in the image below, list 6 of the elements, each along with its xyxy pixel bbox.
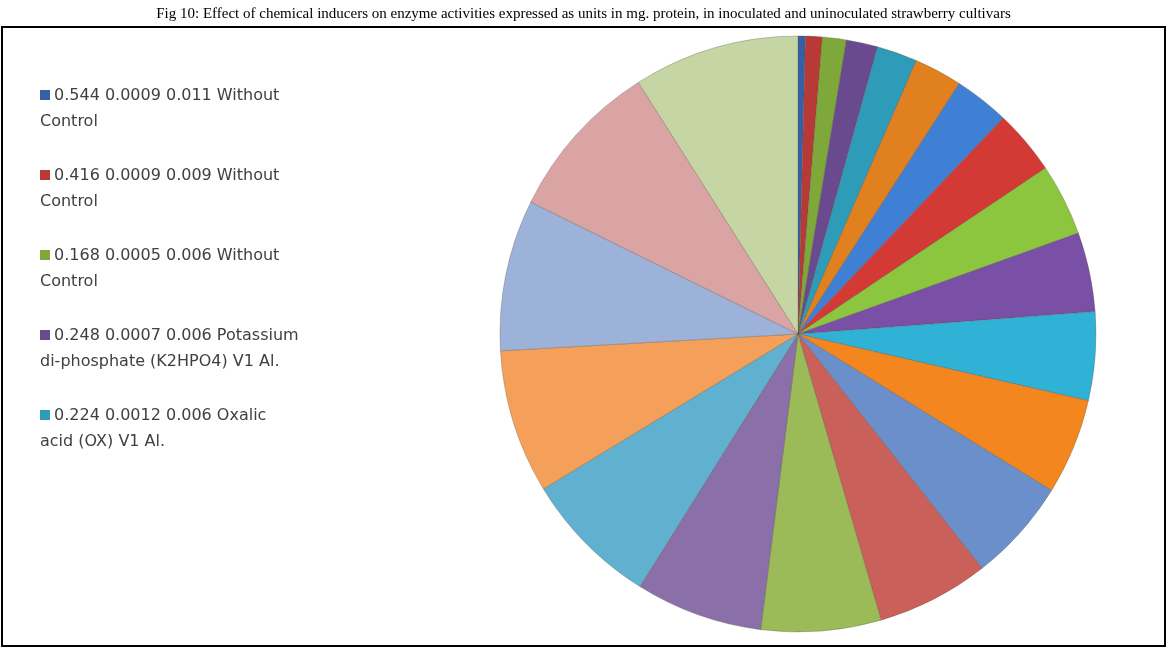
legend-label: 0.248 0.0007 0.006 Potassium di-phosphate (K2HPO4) V1 Al. (40, 325, 299, 370)
chart-title: Fig 10: Effect of chemical inducers on enzyme activities expressed as units in mg. protein, in inoculated and uninoculated strawberry cultivars (156, 5, 1011, 21)
legend-label: 0.544 0.0009 0.011 Without Control (40, 85, 280, 130)
legend-label: 0.416 0.0009 0.009 Without Control (40, 165, 280, 210)
legend-label: 0.168 0.0005 0.006 Without Control (40, 245, 280, 290)
legend-label: 0.224 0.0012 0.006 Oxalic acid (OX) V1 Al. (40, 405, 267, 450)
